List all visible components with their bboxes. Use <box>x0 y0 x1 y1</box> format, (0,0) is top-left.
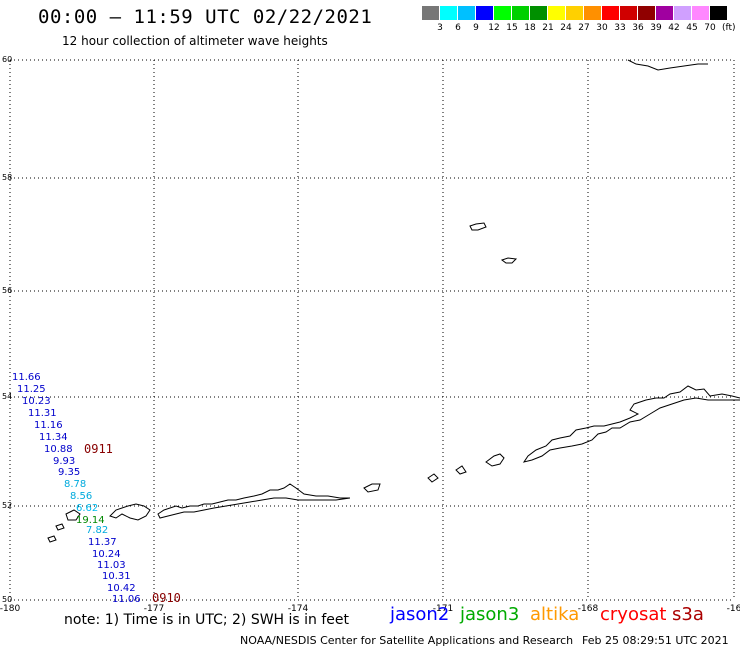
color-swatch <box>602 6 619 20</box>
color-scale-tick: 12 <box>488 23 500 33</box>
color-swatch <box>530 6 547 20</box>
coastline-alaska-north <box>627 59 708 71</box>
swh-reading: 9.35 <box>58 467 80 478</box>
color-scale-tick: 42 <box>668 23 680 33</box>
color-swatch <box>656 6 673 20</box>
color-scale-tick: 36 <box>632 23 644 33</box>
color-scale-tick: 33 <box>614 23 626 33</box>
color-scale-tick: 45 <box>686 23 698 33</box>
map-subtitle: 12 hour collection of altimeter wave hei… <box>62 34 328 48</box>
coastline-alaska-peninsula <box>522 385 740 463</box>
swh-reading: 10.42 <box>107 583 136 594</box>
color-swatch <box>476 6 493 20</box>
color-swatch <box>548 6 565 20</box>
swh-reading: 10.88 <box>44 444 73 455</box>
swh-reading: 11.25 <box>17 384 46 395</box>
footer-note: note: 1) Time is in UTC; 2) SWH is in fe… <box>64 612 350 628</box>
swh-reading: 9.93 <box>53 456 75 467</box>
lon-label: -174 <box>288 604 309 614</box>
lat-label: 54 <box>2 392 12 401</box>
swh-reading: 11.03 <box>97 560 126 571</box>
map-title: 00:00 – 11:59 UTC 02/22/2021 <box>38 6 373 28</box>
legend-cryosat: cryosat <box>600 604 667 625</box>
swh-reading: 11.34 <box>39 432 68 443</box>
color-scale-tick: 21 <box>542 23 554 33</box>
island-small-west <box>55 523 65 531</box>
swh-reading: 10.23 <box>22 396 51 407</box>
island-small-sw <box>47 535 57 543</box>
credit-text: NOAA/NESDIS Center for Satellite Applica… <box>240 634 574 647</box>
generated-timestamp: Feb 25 08:29:51 UTC 2021 <box>582 634 729 647</box>
map-grid <box>9 59 735 601</box>
color-swatch <box>638 6 655 20</box>
swh-reading: 11.06 <box>112 594 141 605</box>
island-fox-small <box>427 473 439 483</box>
swh-reading: 11.31 <box>28 408 57 419</box>
color-swatch <box>584 6 601 20</box>
lat-label: 56 <box>2 286 12 295</box>
pass-time-label: 0911 <box>84 442 113 456</box>
axis-labels: 60 58 56 54 52 50-180 -177 -174 -171 -168 -16 <box>0 55 740 614</box>
color-swatch <box>440 6 457 20</box>
lon-label: -180 <box>0 604 20 614</box>
color-scale-tick: 15 <box>506 23 518 33</box>
swh-reading: 10.24 <box>92 549 121 560</box>
island-st-paul <box>469 222 487 231</box>
lat-label: 52 <box>2 501 12 510</box>
color-scale-tick: 6 <box>455 23 461 33</box>
swh-readings: 11.6611.2510.2311.3111.1611.3410.889.939… <box>12 372 181 605</box>
swh-reading: 7.82 <box>86 525 108 536</box>
lat-label: 50 <box>2 595 12 604</box>
legend-jason2: jason2 <box>390 604 450 625</box>
color-scale-tick: 9 <box>473 23 479 33</box>
color-swatch <box>422 6 439 20</box>
color-scale-tick: 70 <box>704 23 716 33</box>
island-fox-islands <box>485 453 505 467</box>
color-swatch <box>512 6 529 20</box>
color-scale-tick: 18 <box>524 23 536 33</box>
color-scale-tick: 24 <box>560 23 572 33</box>
swh-reading: 19.14 <box>76 515 105 526</box>
island-rat-islands <box>109 503 151 521</box>
color-swatch <box>458 6 475 20</box>
swh-reading: 6.62 <box>76 503 98 514</box>
swh-reading: 10.31 <box>102 571 131 582</box>
color-scale-unit: (ft) <box>722 23 736 33</box>
color-scale-tick: 27 <box>578 23 590 33</box>
coastline-aleutian-central <box>157 483 351 519</box>
color-swatch <box>674 6 691 20</box>
island-st-george <box>500 257 518 264</box>
swh-reading: 11.66 <box>12 372 41 383</box>
color-swatch <box>710 6 727 20</box>
legend-altika: altika <box>530 604 580 625</box>
color-swatch <box>620 6 637 20</box>
swh-reading: 11.16 <box>34 420 63 431</box>
color-scale-tick: 3 <box>437 23 443 33</box>
lon-label: -177 <box>144 604 164 614</box>
color-swatch <box>692 6 709 20</box>
island-andreanof <box>363 483 381 493</box>
color-scale-tick: 30 <box>596 23 608 33</box>
color-scale-legend: (ft) 3 6 9 12 15 18 21 24 27 30 33 36 39 42 45 70 <box>422 6 736 36</box>
color-scale-tick: 39 <box>650 23 662 33</box>
swh-reading: 11.37 <box>88 537 117 548</box>
color-swatch <box>494 6 511 20</box>
swh-reading: 8.78 <box>64 479 86 490</box>
lat-label: 58 <box>2 173 12 182</box>
lon-label: -171 <box>433 604 453 614</box>
legend-jason3: jason3 <box>460 604 520 625</box>
lat-label: 60 <box>2 55 12 64</box>
color-swatch <box>566 6 583 20</box>
legend-s3a: s3a <box>672 604 704 625</box>
island-unimak-west <box>455 465 467 475</box>
coastline <box>47 59 740 543</box>
island-attu-near <box>65 509 81 521</box>
pass-time-label: 0910 <box>152 591 181 605</box>
lon-label: -16 <box>727 604 740 614</box>
swh-reading: 8.56 <box>70 491 92 502</box>
lon-label: -168 <box>578 604 599 614</box>
